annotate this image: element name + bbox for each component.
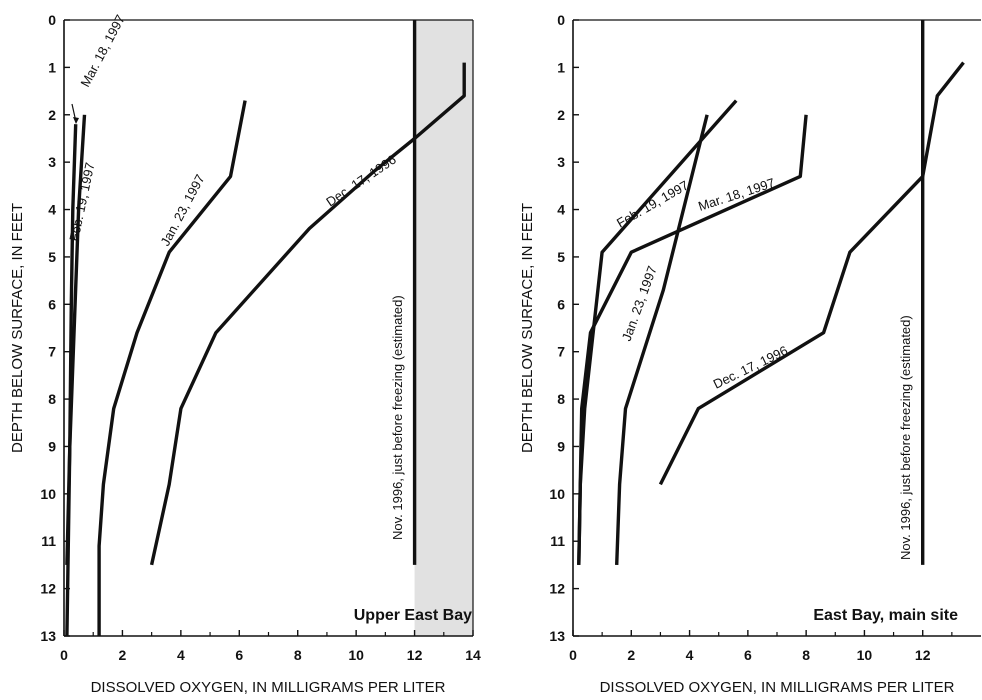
y-tick-label: 7 [48, 344, 56, 360]
y-tick-label: 10 [40, 486, 56, 502]
x-tick-label: 0 [569, 647, 577, 663]
panel-title: Upper East Bay [354, 607, 472, 624]
x-axis-label: DISSOLVED OXYGEN, IN MILLIGRAMS PER LITE… [600, 679, 955, 696]
y-tick-label: 3 [557, 154, 565, 170]
series-label: Dec. 17, 1996 [323, 152, 399, 210]
series-line [149, 62, 466, 566]
y-tick-label: 9 [48, 438, 56, 454]
y-axis-label: DEPTH BELOW SURFACE, IN FEET [519, 203, 536, 453]
x-tick-label: 2 [119, 647, 127, 663]
series-line [577, 114, 808, 565]
y-tick-label: 2 [557, 107, 565, 123]
y-tick-label: 12 [549, 581, 565, 597]
x-axis-label: DISSOLVED OXYGEN, IN MILLIGRAMS PER LITE… [91, 679, 446, 696]
x-tick-label: 4 [177, 647, 185, 663]
y-tick-label: 11 [550, 533, 565, 549]
x-tick-label: 12 [915, 647, 931, 663]
series-label: Nov. 1996, just before freezing (estimat… [390, 295, 405, 540]
y-tick-label: 5 [557, 249, 565, 265]
y-tick-label: 5 [48, 249, 56, 265]
series-label: Nov. 1996, just before freezing (estimat… [898, 315, 913, 560]
y-tick-label: 8 [48, 391, 56, 407]
series-label: Mar. 18, 1997 [696, 175, 776, 214]
x-tick-label: 14 [465, 647, 481, 663]
x-tick-label: 10 [857, 647, 873, 663]
x-tick-label: 4 [686, 647, 694, 663]
series-label: Feb. 19, 1997 [66, 161, 97, 243]
y-tick-label: 9 [557, 438, 565, 454]
series-line [577, 99, 738, 565]
x-tick-label: 8 [802, 647, 810, 663]
series-line [65, 114, 87, 637]
y-tick-label: 0 [48, 12, 56, 28]
y-tick-label: 7 [557, 344, 565, 360]
series-line [97, 100, 247, 636]
y-tick-label: 2 [48, 107, 56, 123]
y-tick-label: 1 [557, 59, 565, 75]
y-tick-label: 12 [40, 581, 56, 597]
x-tick-label: 2 [627, 647, 635, 663]
y-tick-label: 8 [557, 391, 565, 407]
series-label: Mar. 18, 1997 [77, 12, 128, 89]
label-arrowhead [73, 117, 79, 124]
x-tick-label: 0 [60, 647, 68, 663]
y-tick-label: 10 [549, 486, 565, 502]
y-tick-label: 4 [557, 202, 565, 218]
x-tick-label: 6 [235, 647, 243, 663]
x-tick-label: 6 [744, 647, 752, 663]
x-tick-label: 8 [294, 647, 302, 663]
y-tick-label: 0 [557, 12, 565, 28]
y-tick-label: 6 [48, 296, 56, 312]
y-tick-label: 3 [48, 154, 56, 170]
y-tick-label: 13 [549, 628, 565, 644]
x-tick-label: 10 [348, 647, 364, 663]
series-label: Dec. 17, 1996 [711, 343, 790, 392]
y-tick-label: 6 [557, 296, 565, 312]
y-tick-label: 11 [41, 533, 56, 549]
series-label: Jan. 23, 1997 [619, 264, 660, 343]
x-tick-label: 12 [407, 647, 423, 663]
y-tick-label: 13 [40, 628, 56, 644]
series-line [658, 61, 965, 486]
y-tick-label: 4 [48, 202, 56, 218]
shaded-region [414, 20, 473, 636]
y-axis-label: DEPTH BELOW SURFACE, IN FEET [9, 203, 26, 453]
series-line [615, 114, 709, 565]
y-tick-label: 1 [48, 59, 56, 75]
panel-title: East Bay, main site [813, 607, 958, 624]
